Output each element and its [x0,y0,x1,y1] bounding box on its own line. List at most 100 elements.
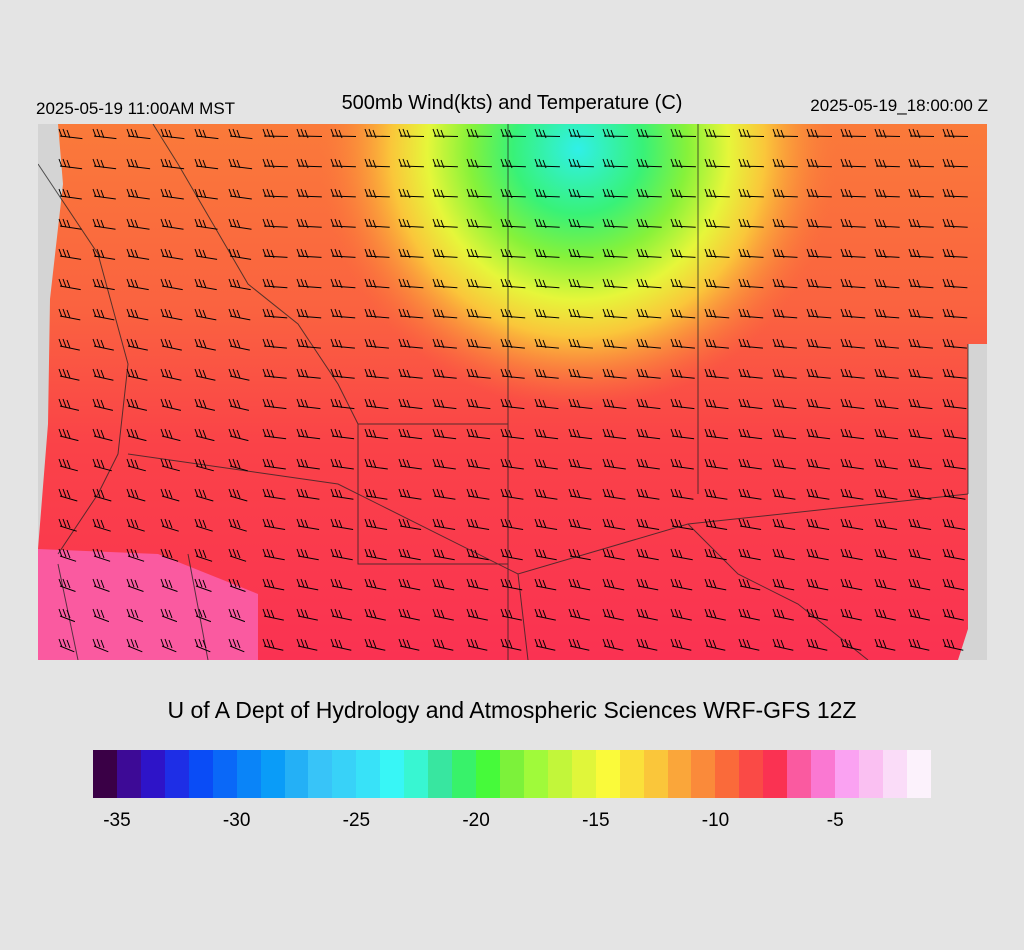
wind-barb [772,488,796,500]
wind-barb [942,278,968,289]
wind-barb [194,338,216,351]
colorbar-swatch [476,750,500,798]
wind-barb [466,578,489,591]
wind-barb [806,518,830,530]
wind-barb [466,368,491,379]
wind-barb [704,188,730,199]
wind-barb [262,398,287,410]
wind-barb [670,128,697,139]
wind-barb [194,368,216,381]
wind-barb [942,368,967,379]
cold-core-shading [58,124,987,454]
wind-barb [704,338,729,349]
wind-barb [160,158,185,170]
colorbar-swatch [260,750,285,798]
wind-barb [466,248,492,259]
wind-barb [126,158,151,170]
colorbar-swatch [116,750,141,798]
wind-barb [602,128,629,139]
wind-barb [942,578,965,591]
wind-barb [364,338,389,349]
wind-barb [806,458,830,470]
wind-barb [704,608,726,621]
wind-barb [398,488,422,500]
wind-barb [126,248,150,260]
wind-barb [636,158,662,169]
wind-barb [738,158,764,169]
wind-barb [262,248,288,259]
wind-barb [500,578,523,591]
wind-barb [806,608,828,621]
wind-barb [160,248,184,260]
wind-barb [228,398,250,411]
wind-barb [364,488,388,500]
colorbar-swatch [835,750,859,798]
wind-barb [126,308,149,321]
colorbar-swatch [739,750,764,798]
wind-barb [466,608,488,621]
wind-barb [874,578,897,591]
wind-barb [534,368,559,379]
wind-barb [398,608,420,621]
wind-barb [126,278,149,291]
wind-barb [772,578,795,591]
wind-barb [670,218,696,229]
wind-barb [840,368,865,379]
wind-barb [228,218,252,230]
wind-barb [364,308,390,319]
wind-barb [160,488,180,502]
wind-barb [126,458,146,472]
wind-barb [296,398,321,410]
wind-barb [806,548,829,561]
local-time-label: 2025-05-19 11:00AM MST [36,99,236,118]
wind-barb [670,188,696,199]
wind-barb [296,458,320,470]
wind-barb [92,338,114,351]
wind-barb [160,278,183,291]
wind-barb [840,248,866,259]
wind-barb [942,158,968,169]
wind-barb [534,398,559,410]
wind-barb [670,428,695,440]
wind-barb [602,488,626,500]
wind-barb [568,158,594,169]
wind-barb [908,578,931,591]
wind-barb [568,308,594,319]
wind-barb [636,248,662,259]
wind-barb [568,278,594,289]
colorbar-tick-label: -5 [826,810,844,831]
wind-barb [704,128,731,139]
wind-barb [58,578,76,592]
wind-barb [330,638,352,651]
wind-barb [942,338,967,349]
wind-barb [874,308,900,319]
wind-barb [772,278,798,289]
wind-barb [466,218,492,229]
wind-barb [908,428,933,440]
wind-barb [874,278,900,289]
wind-barb [194,218,218,230]
wind-barb [772,398,797,410]
wind-barb [126,608,144,623]
wind-barb [364,278,390,289]
wind-barb [466,278,492,289]
wind-barb [670,458,694,470]
wind-barb [772,158,798,169]
state-borders [38,124,969,660]
wind-barb [636,398,661,410]
wind-barb [330,608,352,621]
wind-barb [92,638,109,653]
colorbar-swatch [164,750,189,798]
wind-barb [908,278,934,289]
wind-barb [364,248,390,259]
wind-barb [738,578,761,591]
wind-barb [772,608,794,621]
wind-barb [908,458,932,470]
colorbar-swatch [715,750,740,798]
wind-barb [602,368,627,379]
wind-barb [704,518,728,530]
wind-barb [58,188,82,200]
wind-barb [738,488,762,500]
wind-barb [840,428,865,440]
temperature-wind-map [38,124,987,660]
